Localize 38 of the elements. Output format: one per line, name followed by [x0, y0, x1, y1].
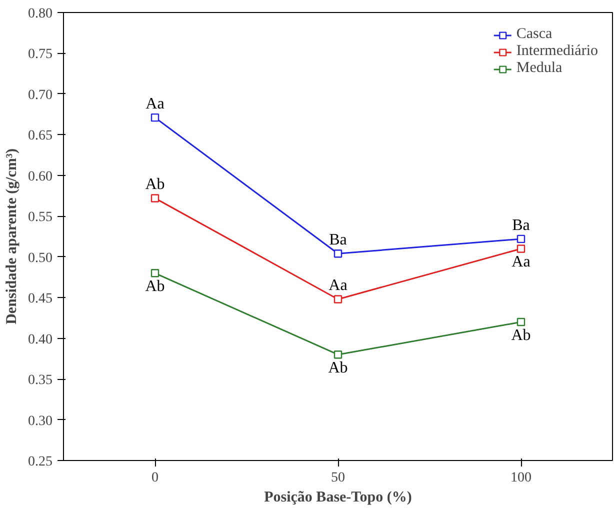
x-tick-label: 50	[331, 470, 345, 486]
annotation: Ab	[145, 278, 165, 296]
annotation: Aa	[512, 254, 530, 271]
annotation: Ab	[511, 327, 531, 344]
point	[150, 194, 160, 202]
y-tick-label: 0.60	[28, 169, 52, 184]
y-tick-label: 0.45	[28, 292, 52, 307]
legend-label: Intermediário	[516, 43, 598, 60]
y-axis-title: Densidade aparente (g/cm³)	[4, 148, 20, 324]
y-tick-label: 0.50	[28, 250, 52, 266]
x-axis-title: Posição Base-Topo (%)	[264, 490, 412, 506]
y-tick-label: 0.40	[28, 332, 52, 348]
y-tick-label: 0.30	[28, 414, 52, 429]
y-tick-label: 0.65	[28, 128, 52, 144]
point	[516, 234, 526, 244]
y-tick-label: 0.75	[28, 47, 52, 62]
legend-label: Medula	[516, 60, 562, 77]
annotation: Ba	[512, 216, 530, 234]
y-tick-label: 0.70	[28, 88, 52, 103]
point	[516, 318, 526, 326]
y-tick-label: 0.25	[28, 454, 52, 470]
y-tick-label: 0.80	[28, 6, 52, 22]
annotation: Ab	[328, 360, 348, 377]
y-tick-label: 0.55	[28, 210, 52, 226]
point	[150, 269, 160, 278]
legend-label: Casca	[516, 26, 552, 43]
annotation: Ab	[145, 176, 165, 194]
point	[334, 250, 342, 258]
point	[516, 244, 526, 253]
annotation: Ba	[329, 232, 347, 249]
point	[334, 295, 342, 304]
annotation: Aa	[328, 277, 348, 294]
point	[334, 350, 342, 359]
x-tick-label: 100	[510, 470, 532, 486]
y-tick-label: 0.35	[28, 373, 52, 388]
annotation: Aa	[146, 96, 164, 113]
point	[150, 113, 160, 122]
x-tick-label: 0	[152, 470, 158, 486]
